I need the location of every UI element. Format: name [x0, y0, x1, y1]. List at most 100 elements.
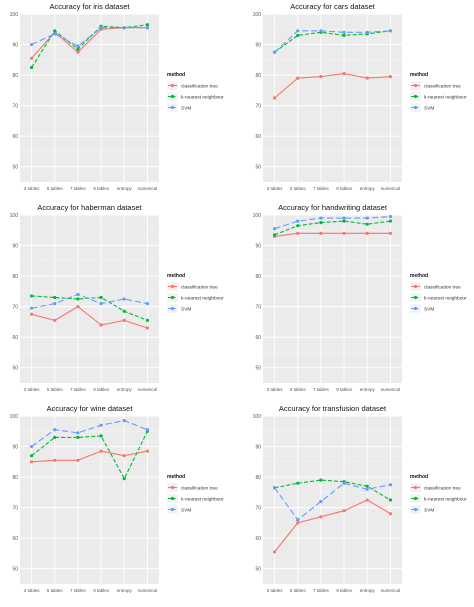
- data-point-classification-tree: [99, 449, 103, 453]
- data-point-k-nearest-neighbour: [29, 454, 34, 458]
- data-point-classification-tree: [365, 231, 369, 235]
- data-point-svm: [388, 483, 393, 487]
- data-point-k-nearest-neighbour: [29, 65, 34, 70]
- legend-title: method: [167, 474, 185, 480]
- data-point-svm: [342, 30, 346, 34]
- data-point-classification-tree: [76, 50, 80, 54]
- plot-panel: [20, 14, 159, 182]
- data-point-svm: [365, 30, 369, 34]
- y-tick-label: 100: [253, 12, 262, 18]
- data-point-svm: [342, 216, 346, 220]
- data-point-svm: [76, 44, 80, 48]
- x-tick-label: 5 tables: [290, 186, 307, 191]
- data-point-classification-tree: [365, 498, 369, 502]
- y-tick-label: 80: [12, 475, 18, 481]
- x-tick-label: numerical: [381, 588, 401, 593]
- y-tick-label: 80: [12, 73, 18, 79]
- data-point-classification-tree: [365, 76, 369, 80]
- data-point-k-nearest-neighbour: [53, 435, 57, 439]
- data-point-k-nearest-neighbour: [342, 33, 346, 37]
- x-tick-label: 9 tables: [93, 387, 110, 392]
- y-tick-label: 70: [12, 305, 18, 311]
- data-point-svm: [122, 297, 126, 301]
- data-point-k-nearest-neighbour: [145, 318, 150, 322]
- series-line-k-nearest-neighbour: [31, 295, 148, 321]
- x-tick-label: 3 tables: [267, 387, 284, 392]
- data-point-classification-tree: [29, 56, 34, 60]
- data-point-svm: [29, 306, 34, 310]
- legend-key-point: [413, 306, 418, 311]
- x-tick-label: 7 tables: [313, 588, 330, 593]
- data-point-svm: [145, 26, 150, 30]
- legend-key-point: [413, 507, 418, 512]
- plot-panel: [20, 416, 159, 584]
- x-tick-label: 9 tables: [336, 186, 353, 191]
- legend-key-point: [170, 485, 175, 490]
- y-tick-label: 100: [10, 213, 19, 219]
- data-point-svm: [272, 486, 277, 490]
- legend-key-point: [170, 496, 175, 501]
- x-tick-label: entropy: [360, 186, 376, 191]
- y-tick-label: 80: [255, 274, 261, 280]
- series-line-classification-tree: [31, 306, 148, 329]
- x-tick-label: 3 tables: [24, 186, 41, 191]
- chart-panel-3: Accuracy for haberman dataset 50 60 70 80 90 1…: [10, 203, 224, 392]
- x-tick-label: 7 tables: [313, 387, 330, 392]
- data-point-classification-tree: [53, 458, 57, 462]
- legend-entry-label: SVM: [181, 508, 191, 514]
- y-tick-label: 60: [255, 134, 261, 140]
- x-tick-label: 9 tables: [93, 588, 110, 593]
- y-tick-label: 100: [10, 414, 19, 420]
- y-tick-label: 90: [12, 445, 18, 451]
- y-tick-label: 80: [255, 73, 261, 79]
- x-tick-label: 9 tables: [336, 588, 353, 593]
- data-point-classification-tree: [342, 71, 346, 76]
- data-point-classification-tree: [388, 231, 393, 235]
- chart-title: Accuracy for transfusion dataset: [279, 404, 387, 413]
- data-point-k-nearest-neighbour: [99, 434, 103, 438]
- data-point-svm: [319, 29, 323, 33]
- legend-entry-label: SVM: [181, 307, 191, 313]
- data-point-classification-tree: [296, 231, 300, 235]
- data-point-k-nearest-neighbour: [76, 435, 80, 439]
- chart-panel-5: Accuracy for wine dataset 50 60 70 80 90 100 3 …: [10, 404, 224, 593]
- series-line-svm: [31, 420, 148, 447]
- x-tick-label: 3 tables: [267, 588, 284, 593]
- series-line-classification-tree: [274, 499, 391, 553]
- data-point-svm: [272, 227, 277, 231]
- data-point-classification-tree: [296, 76, 300, 80]
- data-point-k-nearest-neighbour: [319, 221, 323, 225]
- data-point-svm: [53, 32, 57, 36]
- data-point-svm: [365, 216, 369, 220]
- legend-key-point: [170, 83, 175, 88]
- data-point-classification-tree: [76, 305, 80, 309]
- series-line-k-nearest-neighbour: [274, 30, 391, 53]
- data-point-k-nearest-neighbour: [122, 309, 126, 313]
- data-point-k-nearest-neighbour: [122, 477, 126, 481]
- data-point-svm: [296, 219, 300, 223]
- data-point-svm: [272, 50, 277, 54]
- legend: method classification tree k-nearest neigh…: [409, 474, 467, 515]
- y-tick-label: 80: [255, 475, 261, 481]
- x-tick-label: 7 tables: [313, 186, 330, 191]
- x-tick-label: numerical: [381, 186, 401, 191]
- data-point-classification-tree: [342, 509, 346, 513]
- series-line-svm: [274, 30, 391, 53]
- legend-entry-label: k-nearest neighbour: [181, 497, 224, 503]
- legend-entry-label: SVM: [424, 508, 434, 514]
- x-tick-label: 7 tables: [70, 387, 87, 392]
- data-point-svm: [99, 26, 103, 30]
- x-tick-label: 5 tables: [47, 186, 64, 191]
- legend-entry-label: classification tree: [424, 84, 461, 90]
- data-point-svm: [145, 301, 150, 306]
- legend-key-point: [170, 284, 175, 289]
- data-point-svm: [319, 499, 323, 504]
- x-tick-label: numerical: [138, 387, 158, 392]
- data-point-classification-tree: [53, 318, 57, 322]
- y-tick-label: 70: [255, 104, 261, 110]
- data-point-k-nearest-neighbour: [29, 294, 34, 298]
- legend-key-point: [413, 485, 418, 490]
- chart-panel-4: Accuracy for handwriting dataset 50 60 70 80…: [253, 203, 467, 392]
- data-point-classification-tree: [122, 318, 126, 322]
- plot-panel: [263, 215, 402, 383]
